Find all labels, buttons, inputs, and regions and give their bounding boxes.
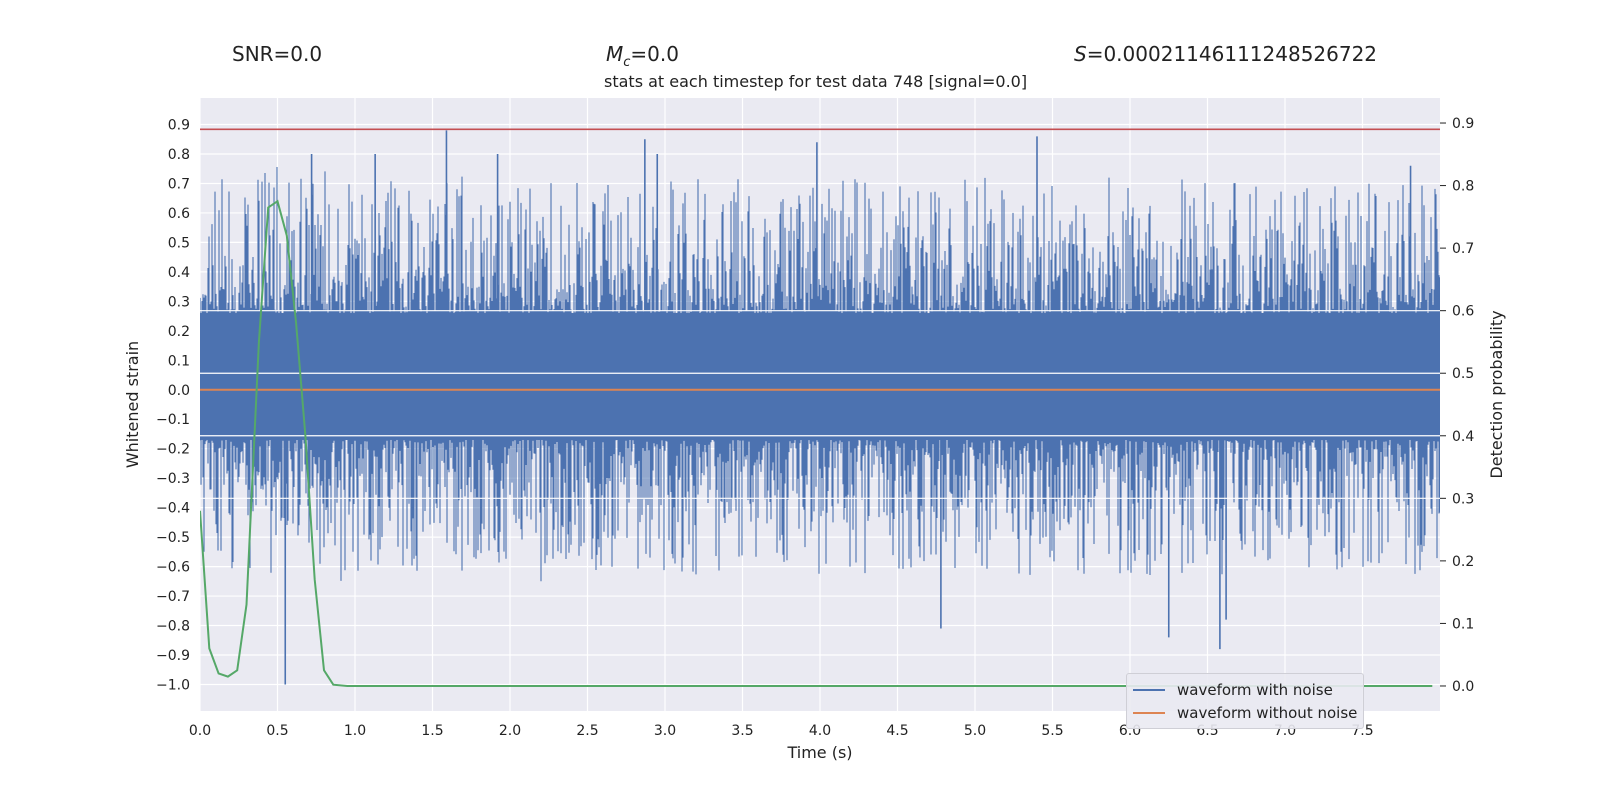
y-tick-label-right: 0.8 <box>1452 179 1474 195</box>
chart-title: stats at each timestep for test data 748… <box>604 72 1028 91</box>
y-tick-label-left: −0.3 <box>156 471 190 487</box>
y-tick-label-left: −1.0 <box>156 677 190 693</box>
y-tick-label-right: 0.1 <box>1452 616 1474 632</box>
y-tick-label-left: 0.7 <box>168 176 190 192</box>
y-tick-label-right: 0.4 <box>1452 429 1474 445</box>
x-tick-label: 3.0 <box>654 723 676 739</box>
y-tick-label-left: 0.9 <box>168 118 190 134</box>
y-tick-label-right: 0.7 <box>1452 241 1474 257</box>
noise-spikes <box>200 167 1440 582</box>
legend-swatch-clean <box>1133 711 1165 714</box>
y-tick-label-left: −0.2 <box>156 442 190 458</box>
x-tick-label: 1.5 <box>421 723 443 739</box>
y-tick-label-left: −0.1 <box>156 412 190 428</box>
y-tick-label-left: −0.9 <box>156 648 190 664</box>
y-tick-label-right: 0.3 <box>1452 491 1474 507</box>
y-tick-label-right: 0.0 <box>1452 679 1474 695</box>
x-tick-label: 2.5 <box>576 723 598 739</box>
series-waveform-with-noise <box>200 130 1440 685</box>
y-axis-label-left: Whitened strain <box>123 341 142 468</box>
snr-label: SNR=0.0 <box>232 42 323 66</box>
y-tick-label-left: 0.5 <box>168 235 190 251</box>
y-tick-label-left: −0.8 <box>156 619 190 635</box>
y-tick-label-left: −0.7 <box>156 589 190 605</box>
y-tick-label-right: 0.6 <box>1452 304 1474 320</box>
legend-label-noisy: waveform with noise <box>1177 680 1333 699</box>
chirp-mass-label: Mc=0.0 <box>606 42 679 70</box>
x-axis-label: Time (s) <box>786 743 852 762</box>
y-axis-right: 0.9 0.8 0.7 0.6 0.5 0.4 0.3 0.2 0.1 0.0 <box>1440 116 1474 695</box>
x-tick-label: 3.5 <box>731 723 753 739</box>
mc-symbol: M <box>606 42 624 66</box>
mc-value: =0.0 <box>630 42 679 66</box>
y-tick-label-left: 0.3 <box>168 294 190 310</box>
y-tick-label-right: 0.5 <box>1452 366 1474 382</box>
legend-entry-noisy: waveform with noise <box>1133 678 1357 701</box>
x-tick-label: 0.5 <box>266 723 288 739</box>
series-detection-probability <box>200 199 1433 687</box>
y-tick-label-left: 0.2 <box>168 324 190 340</box>
legend-entry-clean: waveform without noise <box>1133 701 1357 724</box>
y-tick-label-left: −0.4 <box>156 501 190 517</box>
y-tick-label-left: 0.1 <box>168 353 190 369</box>
y-tick-label-left: −0.6 <box>156 560 190 576</box>
y-tick-label-left: −0.5 <box>156 530 190 546</box>
x-tick-label: 5.0 <box>964 723 986 739</box>
y-axis-left: 0.9 0.8 0.7 0.6 0.5 0.4 0.3 0.2 0.1 0.0 −0.1 −0.2 −0… <box>156 118 190 694</box>
y-tick-label-left: 0.8 <box>168 147 190 163</box>
x-tick-label: 4.0 <box>809 723 831 739</box>
s-symbol: S <box>1074 42 1087 66</box>
legend-label-clean: waveform without noise <box>1177 703 1358 722</box>
x-tick-label: 2.0 <box>499 723 521 739</box>
s-value: =0.00021146111248526722 <box>1086 42 1378 66</box>
x-tick-label: 5.5 <box>1041 723 1063 739</box>
y-tick-label-right: 0.9 <box>1452 116 1474 132</box>
x-tick-label: 1.0 <box>344 723 366 739</box>
y-tick-label-right: 0.2 <box>1452 554 1474 570</box>
y-tick-label-left: 0.4 <box>168 265 190 281</box>
y-tick-label-left: 0.0 <box>168 383 190 399</box>
x-tick-label: 4.5 <box>886 723 908 739</box>
x-tick-label: 0.0 <box>189 723 211 739</box>
legend-swatch-noisy <box>1133 688 1165 691</box>
y-tick-label-left: 0.6 <box>168 206 190 222</box>
mc-subscript: c <box>623 55 631 70</box>
s-statistic-label: S=0.00021146111248526722 <box>1074 42 1377 66</box>
y-axis-label-right: Detection probability <box>1487 310 1506 478</box>
legend: waveform with noise waveform without noi… <box>1126 673 1365 729</box>
